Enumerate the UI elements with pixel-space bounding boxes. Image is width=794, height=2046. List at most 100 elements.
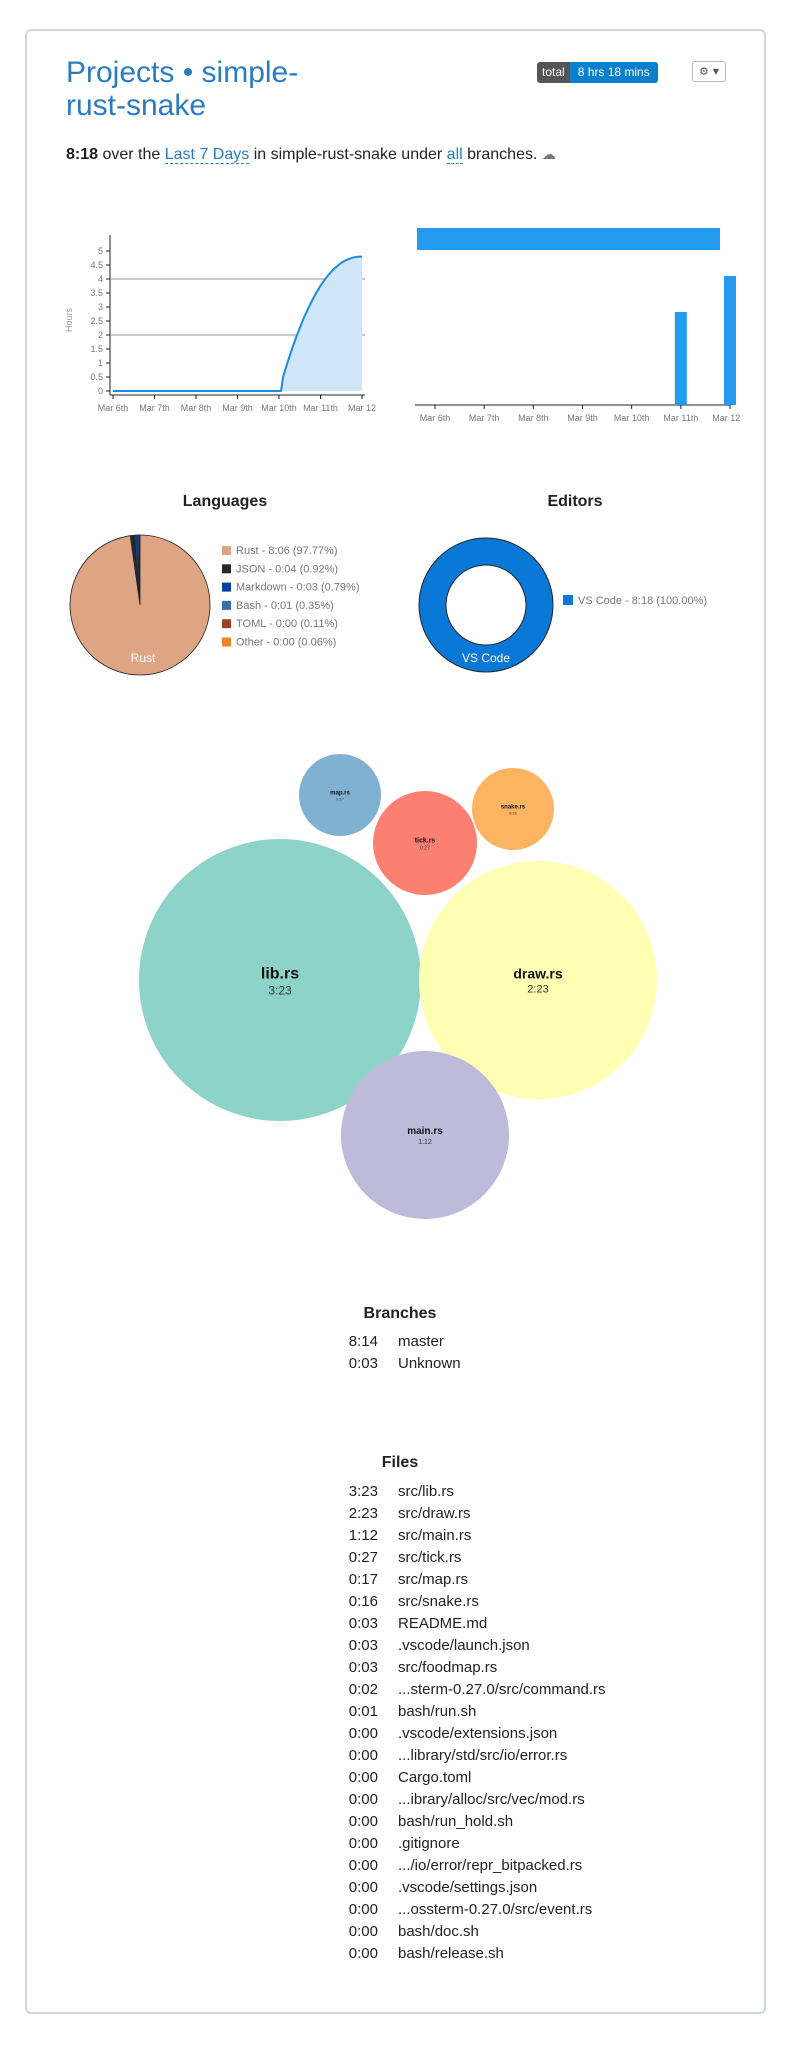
files-title: Files bbox=[381, 1454, 419, 1471]
x-tick-label: Mar 6th bbox=[420, 413, 451, 423]
file-row[interactable]: 0:00 .../io/error/repr_bitpacked.rs bbox=[328, 1854, 606, 1876]
file-row[interactable]: 0:03 README.md bbox=[328, 1612, 606, 1634]
y-tick-label: 4 bbox=[98, 274, 103, 284]
branch-row[interactable]: 0:03 Unknown bbox=[328, 1352, 461, 1374]
file-row[interactable]: 0:00 .vscode/extensions.json bbox=[328, 1722, 606, 1744]
legend-swatch bbox=[222, 637, 231, 647]
bubble-label: lib.rs bbox=[261, 965, 299, 982]
row-name: README.md bbox=[398, 1614, 488, 1632]
file-row[interactable]: 0:00 bash/release.sh bbox=[328, 1942, 606, 1964]
languages-title: Languages bbox=[182, 493, 268, 510]
y-tick-label: 1 bbox=[98, 358, 103, 368]
row-time: 0:03 bbox=[348, 1614, 378, 1632]
branch-filter-link[interactable]: all bbox=[446, 146, 463, 164]
row-time: 0:17 bbox=[348, 1570, 378, 1588]
legend-item: Bash - 0:01 (0.35%) bbox=[236, 600, 334, 612]
row-time: 0:03 bbox=[348, 1658, 378, 1676]
row-time: 8:14 bbox=[348, 1332, 378, 1350]
bubble-draw-rs bbox=[419, 861, 657, 1099]
file-row[interactable]: 3:23 src/lib.rs bbox=[328, 1480, 606, 1502]
file-row[interactable]: 0:00 ...library/std/src/io/error.rs bbox=[328, 1744, 606, 1766]
bubble-label: map.rs bbox=[330, 790, 350, 796]
y-tick-label: 0.5 bbox=[90, 372, 103, 382]
row-name: ...library/std/src/io/error.rs bbox=[398, 1746, 568, 1764]
summary-text-2: in simple-rust-snake under bbox=[253, 146, 443, 163]
file-row[interactable]: 1:12 src/main.rs bbox=[328, 1524, 606, 1546]
branch-row[interactable]: 8:14 master bbox=[328, 1330, 461, 1352]
series-line bbox=[113, 255, 363, 392]
bar-mar-11th bbox=[674, 312, 687, 405]
caret-down-icon: ▼ bbox=[712, 67, 720, 76]
editors-donut-chart: VS Code VS Code - 8:18 (100.00%) bbox=[418, 537, 707, 673]
bar-mar-12th bbox=[724, 276, 736, 405]
file-row[interactable]: 0:27 src/tick.rs bbox=[328, 1546, 606, 1568]
legend-item: JSON - 0:04 (0.92%) bbox=[236, 563, 338, 575]
row-name: bash/run.sh bbox=[398, 1702, 477, 1720]
file-row[interactable]: 0:01 bash/run.sh bbox=[328, 1700, 606, 1722]
row-time: 0:00 bbox=[348, 1724, 378, 1742]
legend-swatch bbox=[222, 564, 231, 574]
legend-swatch bbox=[222, 546, 231, 555]
legend-swatch bbox=[563, 595, 573, 605]
legend-item: VS Code - 8:18 (100.00%) bbox=[578, 595, 707, 607]
row-time: 0:00 bbox=[348, 1768, 378, 1786]
row-name: .../io/error/repr_bitpacked.rs bbox=[398, 1856, 583, 1874]
row-time: 0:00 bbox=[348, 1878, 378, 1896]
x-tick-label: Mar 12 bbox=[348, 403, 376, 413]
x-tick-label: Mar 7th bbox=[139, 403, 170, 413]
file-row[interactable]: 0:00 ...ossterm-0.27.0/src/event.rs bbox=[328, 1898, 606, 1920]
total-label: total bbox=[537, 62, 570, 83]
languages-pie-chart: Rust Rust - 8:06 (97.77%) JSON - 0:04 (0.9… bbox=[69, 534, 360, 676]
summary-text-3: branches. bbox=[467, 146, 538, 163]
file-row[interactable]: 0:16 src/snake.rs bbox=[328, 1590, 606, 1612]
row-name: ...sterm-0.27.0/src/command.rs bbox=[398, 1680, 606, 1698]
row-time: 0:01 bbox=[348, 1702, 378, 1720]
file-row[interactable]: 0:02 ...sterm-0.27.0/src/command.rs bbox=[328, 1678, 606, 1700]
file-row[interactable]: 0:00 .vscode/settings.json bbox=[328, 1876, 606, 1898]
bubble-snake-rs bbox=[472, 768, 554, 850]
row-name: src/tick.rs bbox=[398, 1548, 462, 1566]
area-fill bbox=[113, 256, 362, 391]
row-time: 0:00 bbox=[348, 1834, 378, 1852]
file-row[interactable]: 0:00 bash/run_hold.sh bbox=[328, 1810, 606, 1832]
file-row[interactable]: 0:00 ...ibrary/alloc/src/vec/mod.rs bbox=[328, 1788, 606, 1810]
y-tick-label: 0 bbox=[98, 386, 103, 396]
pie-label-rust: Rust bbox=[131, 651, 156, 665]
bubble-main-rs bbox=[341, 1051, 509, 1219]
row-time: 0:00 bbox=[348, 1812, 378, 1830]
date-range-link[interactable]: Last 7 Days bbox=[164, 146, 250, 164]
coding-activity-area-chart: 0 0.5 1 1.5 2 2.5 3 3.5 4 4.5 5 Hours Mar 6th Mar 7th… bbox=[64, 235, 376, 413]
branches-title: Branches bbox=[363, 1305, 437, 1322]
editors-title: Editors bbox=[547, 493, 603, 510]
file-row[interactable]: 0:00 bash/doc.sh bbox=[328, 1920, 606, 1942]
bubble-tick-rs bbox=[373, 791, 477, 895]
cloud-download-icon[interactable]: ☁ bbox=[541, 146, 556, 162]
bubble-time: 0:16 bbox=[509, 810, 518, 815]
row-name: .vscode/extensions.json bbox=[398, 1724, 558, 1742]
bubble-label: snake.rs bbox=[501, 804, 526, 810]
file-row[interactable]: 0:00 .gitignore bbox=[328, 1832, 606, 1854]
row-time: 1:12 bbox=[348, 1526, 378, 1544]
row-name: src/draw.rs bbox=[398, 1504, 471, 1522]
row-time: 0:00 bbox=[348, 1922, 378, 1940]
page-title[interactable]: Projects • simple-rust-snake bbox=[66, 56, 299, 122]
row-name: bash/doc.sh bbox=[398, 1922, 479, 1940]
y-tick-label: 2.5 bbox=[90, 316, 103, 326]
file-row[interactable]: 0:03 src/foodmap.rs bbox=[328, 1656, 606, 1678]
bubble-time: 1:12 bbox=[418, 1139, 432, 1146]
gear-icon: ⚙ bbox=[698, 65, 709, 78]
legend-item: Markdown - 0:03 (0.79%) bbox=[236, 582, 360, 594]
file-row[interactable]: 0:00 Cargo.toml bbox=[328, 1766, 606, 1788]
settings-dropdown-button[interactable]: ⚙ ▼ bbox=[692, 61, 726, 82]
file-row[interactable]: 0:17 src/map.rs bbox=[328, 1568, 606, 1590]
bubble-label: main.rs bbox=[407, 1126, 443, 1137]
file-row[interactable]: 2:23 src/draw.rs bbox=[328, 1502, 606, 1524]
x-tick-label: Mar 10th bbox=[614, 413, 650, 423]
file-row[interactable]: 0:03 .vscode/launch.json bbox=[328, 1634, 606, 1656]
pie-slice-rust bbox=[69, 534, 211, 676]
y-axis-label: Hours bbox=[64, 308, 74, 333]
bubble-time: 0:27 bbox=[420, 845, 430, 851]
row-time: 3:23 bbox=[348, 1482, 378, 1500]
row-time: 0:16 bbox=[348, 1592, 378, 1610]
total-value: 8 hrs 18 mins bbox=[569, 62, 658, 83]
